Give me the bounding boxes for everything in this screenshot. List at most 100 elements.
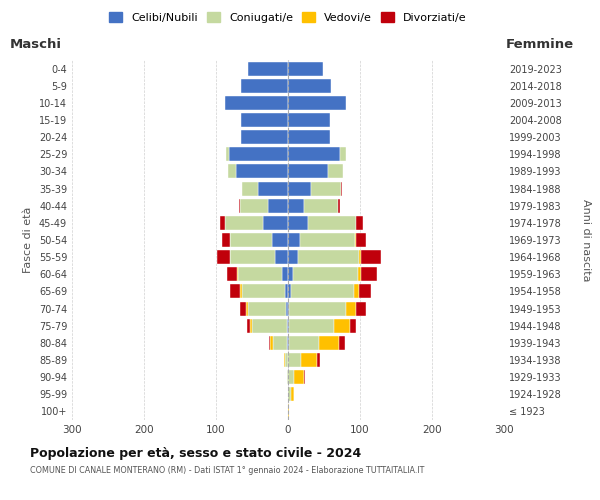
Bar	[317, 353, 320, 367]
Bar	[294, 388, 295, 402]
Bar	[359, 284, 371, 298]
Bar	[288, 318, 289, 332]
Bar	[226, 216, 263, 230]
Bar	[239, 198, 241, 212]
Bar	[304, 370, 305, 384]
Y-axis label: Anni di nascita: Anni di nascita	[581, 198, 591, 281]
Bar	[289, 318, 334, 332]
Bar	[247, 318, 250, 332]
Text: Femmine: Femmine	[506, 38, 574, 51]
Bar	[288, 388, 291, 402]
Bar	[304, 198, 338, 212]
Bar	[291, 284, 354, 298]
Bar	[356, 233, 366, 247]
Bar	[287, 318, 288, 332]
Bar	[288, 113, 330, 127]
Bar	[252, 318, 287, 332]
Bar	[288, 284, 291, 298]
Bar	[289, 302, 346, 316]
Bar	[339, 336, 345, 350]
Bar	[340, 148, 346, 162]
Bar	[273, 336, 287, 350]
Bar	[341, 182, 342, 196]
Bar	[288, 302, 289, 316]
Bar	[288, 250, 298, 264]
Bar	[229, 148, 288, 162]
Bar	[248, 62, 288, 76]
Bar	[293, 268, 358, 281]
Bar	[288, 370, 294, 384]
Bar	[230, 250, 275, 264]
Legend: Celibi/Nubili, Coniugati/e, Vedovi/e, Divorziati/e: Celibi/Nubili, Coniugati/e, Vedovi/e, Di…	[105, 8, 471, 28]
Bar	[217, 250, 230, 264]
Bar	[288, 353, 301, 367]
Bar	[282, 268, 288, 281]
Bar	[241, 113, 288, 127]
Bar	[227, 164, 236, 178]
Bar	[241, 302, 246, 316]
Text: Popolazione per età, sesso e stato civile - 2024: Popolazione per età, sesso e stato civil…	[30, 448, 361, 460]
Bar	[288, 233, 300, 247]
Bar	[237, 268, 238, 281]
Bar	[230, 284, 241, 298]
Bar	[346, 302, 356, 316]
Bar	[270, 336, 273, 350]
Bar	[356, 302, 366, 316]
Bar	[241, 78, 288, 92]
Bar	[294, 370, 304, 384]
Bar	[358, 268, 361, 281]
Bar	[272, 233, 288, 247]
Bar	[287, 370, 288, 384]
Text: Maschi: Maschi	[10, 38, 62, 51]
Bar	[288, 336, 289, 350]
Bar	[288, 78, 331, 92]
Bar	[287, 336, 288, 350]
Bar	[268, 198, 288, 212]
Bar	[288, 268, 293, 281]
Bar	[250, 318, 252, 332]
Bar	[269, 336, 270, 350]
Bar	[241, 198, 268, 212]
Y-axis label: Fasce di età: Fasce di età	[23, 207, 33, 273]
Bar	[350, 318, 356, 332]
Bar	[236, 164, 288, 178]
Bar	[300, 233, 355, 247]
Bar	[220, 216, 226, 230]
Text: COMUNE DI CANALE MONTERANO (RM) - Dati ISTAT 1° gennaio 2024 - Elaborazione TUTT: COMUNE DI CANALE MONTERANO (RM) - Dati I…	[30, 466, 424, 475]
Bar	[328, 164, 343, 178]
Bar	[301, 353, 317, 367]
Bar	[248, 302, 286, 316]
Bar	[288, 182, 311, 196]
Bar	[288, 164, 328, 178]
Bar	[242, 182, 258, 196]
Bar	[224, 96, 288, 110]
Bar	[223, 233, 230, 247]
Bar	[246, 302, 248, 316]
Bar	[288, 198, 304, 212]
Bar	[311, 182, 341, 196]
Bar	[242, 284, 285, 298]
Bar	[258, 182, 288, 196]
Bar	[226, 148, 229, 162]
Bar	[227, 268, 237, 281]
Bar	[288, 96, 346, 110]
Bar	[289, 336, 319, 350]
Bar	[334, 318, 350, 332]
Bar	[288, 148, 340, 162]
Bar	[284, 353, 285, 367]
Bar	[241, 284, 242, 298]
Bar	[308, 216, 356, 230]
Bar	[288, 62, 323, 76]
Bar	[285, 284, 288, 298]
Bar	[291, 388, 294, 402]
Bar	[238, 268, 282, 281]
Bar	[230, 233, 272, 247]
Bar	[286, 302, 288, 316]
Bar	[319, 336, 339, 350]
Bar	[354, 284, 359, 298]
Bar	[355, 233, 356, 247]
Bar	[288, 216, 308, 230]
Bar	[338, 198, 340, 212]
Bar	[263, 216, 288, 230]
Bar	[241, 130, 288, 144]
